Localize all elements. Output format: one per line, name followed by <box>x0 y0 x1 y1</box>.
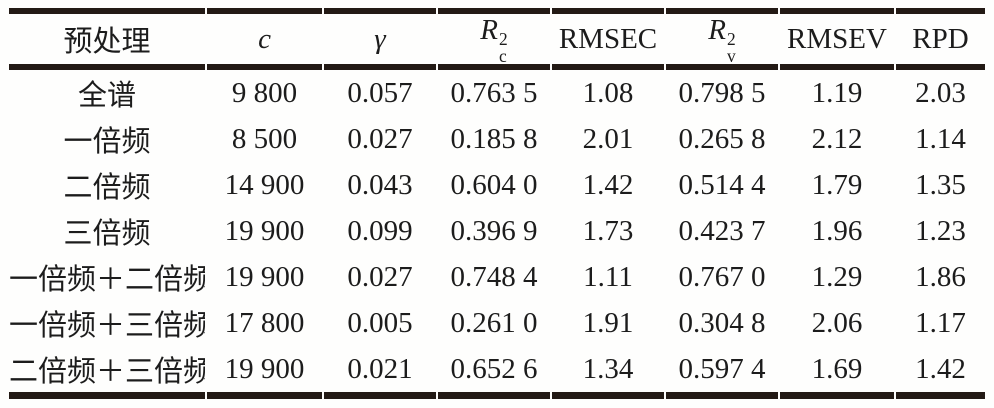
subscript: v <box>727 45 736 66</box>
cell-c: 19 900 <box>224 260 305 293</box>
cell-r2v: 0.304 8 <box>678 306 766 339</box>
cell-pretreatment: 一倍频＋三倍频 <box>9 310 205 343</box>
header-cell-rpd: RPD <box>896 8 985 71</box>
table-body: 全谱 9 800 0.057 0.763 5 1.08 0.798 5 1.19… <box>9 70 985 400</box>
cell-rpd: 1.17 <box>915 306 966 339</box>
cell-r2c: 0.261 0 <box>450 306 538 339</box>
cell-rpd: 1.14 <box>915 122 966 155</box>
table-row: 二倍频 14 900 0.043 0.604 0 1.42 0.514 4 1.… <box>9 162 985 208</box>
cell-c: 14 900 <box>224 168 305 201</box>
cell-rmsev: 2.12 <box>811 122 863 155</box>
cell-rmsec: 1.91 <box>582 306 634 339</box>
cell-r2v: 0.798 5 <box>678 76 766 109</box>
cell-pretreatment: 一倍频 <box>63 126 151 159</box>
cell-pretreatment: 一倍频＋二倍频 <box>9 264 205 297</box>
header-label: RMSEV <box>787 22 887 55</box>
cell-rpd: 2.03 <box>915 76 966 109</box>
cell-rpd: 1.23 <box>915 214 966 247</box>
cell-rmsec: 1.42 <box>582 168 634 201</box>
table-row: 一倍频＋二倍频 19 900 0.027 0.748 4 1.11 0.767 … <box>9 254 985 300</box>
cell-rmsec: 1.08 <box>582 76 634 109</box>
cell-gamma: 0.027 <box>347 122 413 155</box>
table-row: 一倍频＋三倍频 17 800 0.005 0.261 0 1.91 0.304 … <box>9 300 985 346</box>
superscript: 2 <box>499 29 508 50</box>
cell-gamma: 0.027 <box>347 260 413 293</box>
cell-rpd: 1.42 <box>896 346 985 400</box>
r-symbol: R <box>708 14 726 46</box>
cell-r2c: 0.185 8 <box>450 122 538 155</box>
cell-r2v: 0.423 7 <box>678 214 766 247</box>
subscript: c <box>499 45 507 66</box>
cell-gamma: 0.005 <box>347 306 413 339</box>
header-label: c <box>258 22 271 55</box>
cell-r2v: 0.514 4 <box>678 168 766 201</box>
cell-c: 19 900 <box>207 346 322 400</box>
cell-rmsev: 1.79 <box>811 168 863 201</box>
cell-r2v: 0.597 4 <box>666 346 778 400</box>
table-row: 一倍频 8 500 0.027 0.185 8 2.01 0.265 8 2.1… <box>9 116 985 162</box>
cell-pretreatment: 三倍频 <box>63 218 151 251</box>
cell-r2c: 0.763 5 <box>450 76 538 109</box>
cell-r2c: 0.652 6 <box>438 346 550 400</box>
header-label: RPD <box>912 22 969 55</box>
table-row: 全谱 9 800 0.057 0.763 5 1.08 0.798 5 1.19… <box>9 70 985 116</box>
table-row: 三倍频 19 900 0.099 0.396 9 1.73 0.423 7 1.… <box>9 208 985 254</box>
cell-c: 8 500 <box>231 122 298 155</box>
cell-pretreatment: 二倍频 <box>63 172 151 205</box>
cell-r2v: 0.767 0 <box>678 260 766 293</box>
cell-r2c: 0.604 0 <box>450 168 538 201</box>
cell-r2c: 0.748 4 <box>450 260 538 293</box>
header-cell-gamma: γ <box>324 8 436 71</box>
header-cell-rmsec: RMSEC <box>552 8 664 71</box>
cell-c: 17 800 <box>224 306 305 339</box>
cell-rpd: 1.35 <box>915 168 966 201</box>
cell-rmsev: 2.06 <box>811 306 863 339</box>
cell-c: 9 800 <box>231 76 298 109</box>
cell-pretreatment: 全谱 <box>77 80 136 113</box>
cell-rmsev: 1.96 <box>811 214 863 247</box>
header-cell-rmsev: RMSEV <box>780 8 894 71</box>
cell-rmsec: 1.73 <box>582 214 634 247</box>
cell-gamma: 0.057 <box>347 76 413 109</box>
cell-rmsev: 1.29 <box>811 260 863 293</box>
header-cell-pretreatment: 预处理 <box>9 8 205 71</box>
cell-rmsec: 1.34 <box>552 346 664 400</box>
header-label: RMSEC <box>558 22 658 55</box>
header-label: 预处理 <box>63 26 151 59</box>
superscript: 2 <box>727 29 736 50</box>
header-label: γ <box>374 22 386 55</box>
cell-pretreatment: 二倍频＋三倍频 <box>9 346 205 400</box>
cell-rmsec: 1.11 <box>583 260 633 293</box>
cell-gamma: 0.021 <box>324 346 436 400</box>
cell-r2c: 0.396 9 <box>450 214 538 247</box>
header-cell-c: c <box>207 8 322 71</box>
cell-rpd: 1.86 <box>915 260 966 293</box>
cell-r2v: 0.265 8 <box>678 122 766 155</box>
cell-rmsev: 1.69 <box>780 346 894 400</box>
r-symbol: R <box>480 14 498 46</box>
table-row: 二倍频＋三倍频 19 900 0.021 0.652 6 1.34 0.597 … <box>9 346 985 400</box>
cell-rmsec: 2.01 <box>582 122 634 155</box>
cell-rmsev: 1.19 <box>811 76 863 109</box>
cell-gamma: 0.099 <box>347 214 413 247</box>
cell-c: 19 900 <box>224 214 305 247</box>
cell-gamma: 0.043 <box>347 168 413 201</box>
